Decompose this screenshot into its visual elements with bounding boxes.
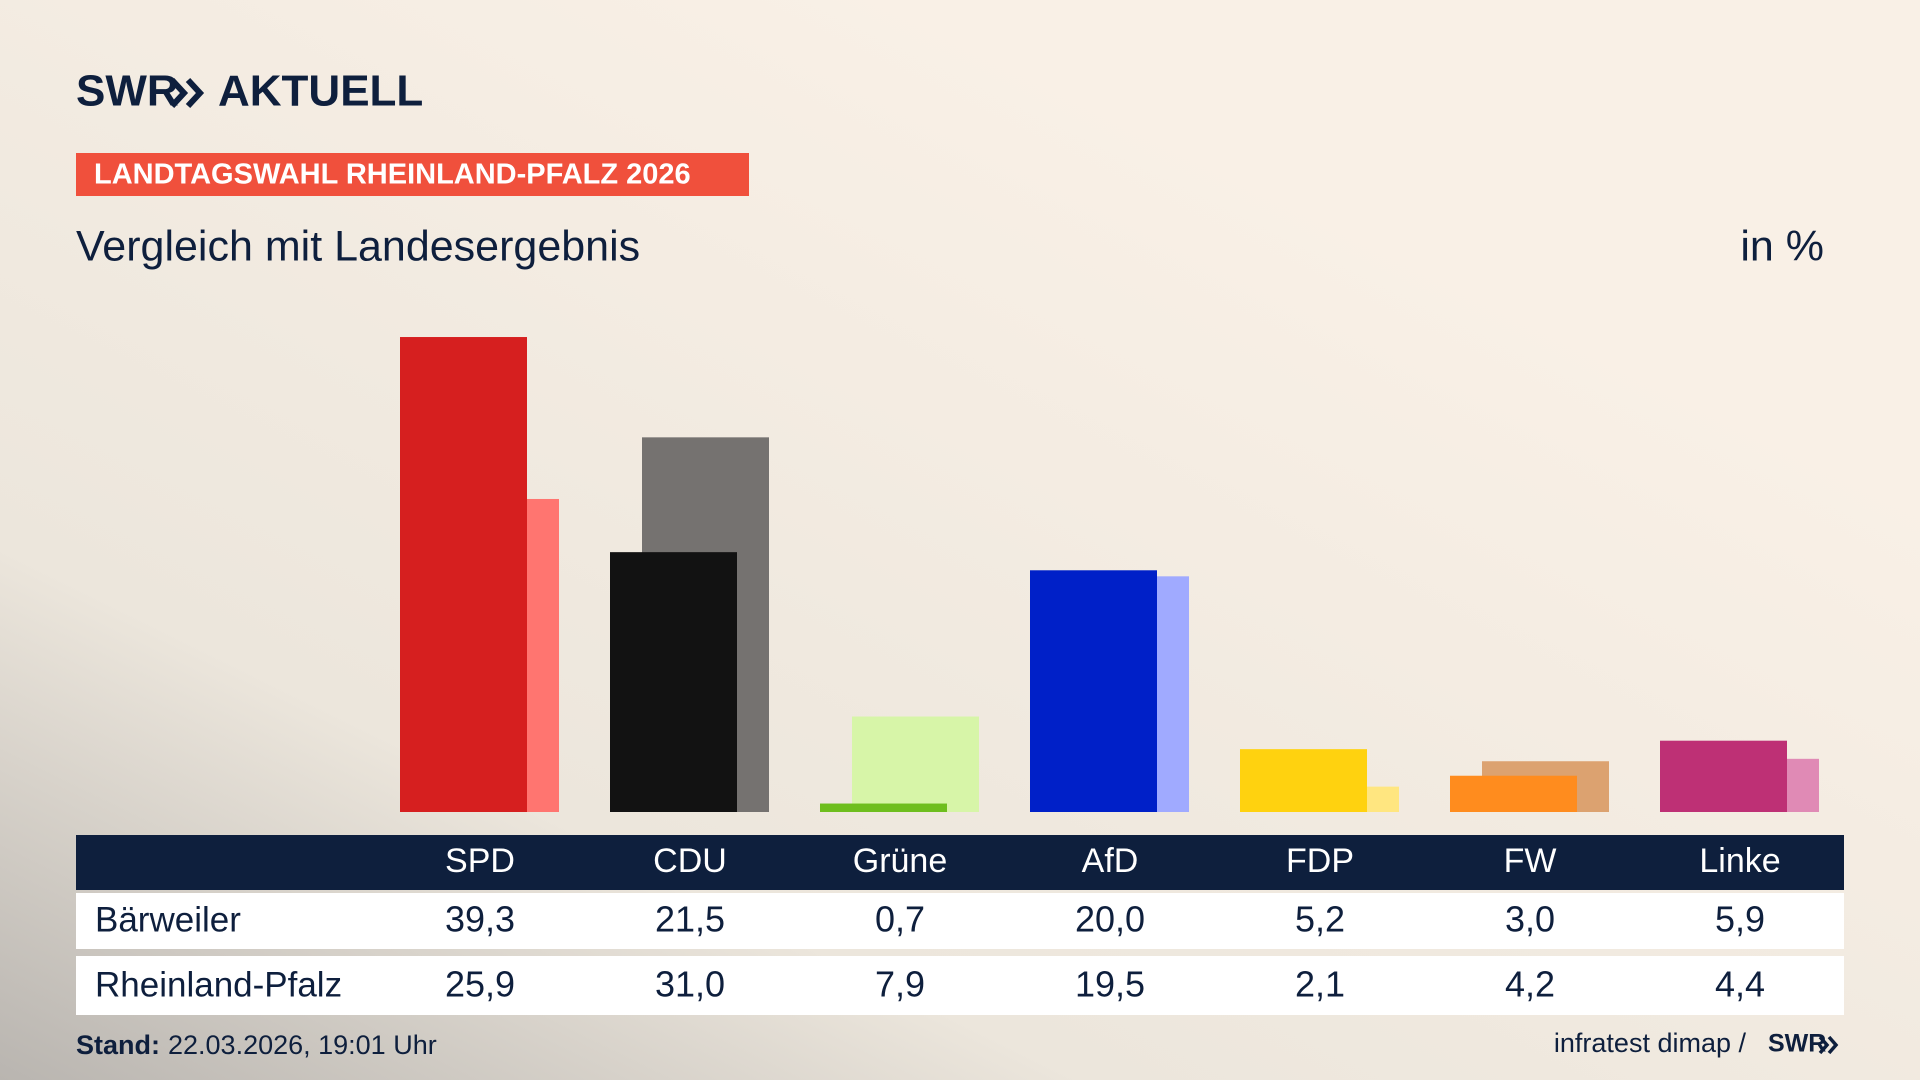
footer-chevrons — [1818, 1035, 1839, 1055]
bar — [820, 803, 947, 812]
brand-name: SWR — [76, 67, 179, 116]
value-label: 20,0 — [1075, 899, 1145, 940]
brand-product: AKTUELL — [218, 67, 423, 116]
value-label: 0,7 — [875, 899, 925, 940]
tag: LANDTAGSWAHL RHEINLAND-PFALZ 2026 — [94, 159, 691, 191]
value-label: 3,0 — [1505, 899, 1555, 940]
value-label: 25,9 — [445, 964, 515, 1005]
value-label: 4,4 — [1715, 964, 1765, 1005]
tag-background — [76, 153, 749, 196]
bar — [1660, 740, 1787, 812]
value-label: 2,1 — [1295, 964, 1345, 1005]
value-label: 5,2 — [1295, 899, 1345, 940]
value-label: 4,2 — [1505, 964, 1555, 1005]
category-label: AfD — [1082, 842, 1139, 880]
unit: in % — [1740, 222, 1824, 270]
value-label: 7,9 — [875, 964, 925, 1005]
bar — [1450, 775, 1577, 812]
category-label: CDU — [653, 842, 727, 880]
bar — [1240, 749, 1367, 812]
row-label: Bärweiler — [95, 900, 241, 939]
value-label: 21,5 — [655, 899, 725, 940]
category-label: FW — [1504, 842, 1557, 880]
value-label: 19,5 — [1075, 964, 1145, 1005]
value-label: 31,0 — [655, 964, 725, 1005]
bar — [610, 552, 737, 812]
footer-stand: 22.03.2026, 19:01 Uhr — [168, 1030, 437, 1060]
footer-stand-label: Stand: — [76, 1030, 160, 1060]
row-label: Rheinland-Pfalz — [95, 965, 342, 1004]
bar — [852, 716, 979, 812]
footer-source: infratest dimap / — [1554, 1028, 1747, 1058]
category-label: Linke — [1699, 842, 1780, 880]
category-label: SPD — [445, 842, 515, 880]
brand-chevrons — [169, 77, 205, 109]
bar — [1030, 570, 1157, 812]
value-label: 5,9 — [1715, 899, 1765, 940]
value-label: 39,3 — [445, 899, 515, 940]
chart-title: Vergleich mit Landesergebnis — [76, 222, 640, 270]
footer-brand: SWR — [1768, 1030, 1826, 1058]
table-header — [76, 835, 1844, 890]
category-label: FDP — [1286, 842, 1354, 880]
table-row — [76, 893, 1844, 949]
bar — [400, 337, 527, 812]
category-label: Grüne — [853, 842, 948, 880]
table-row — [76, 956, 1844, 1015]
